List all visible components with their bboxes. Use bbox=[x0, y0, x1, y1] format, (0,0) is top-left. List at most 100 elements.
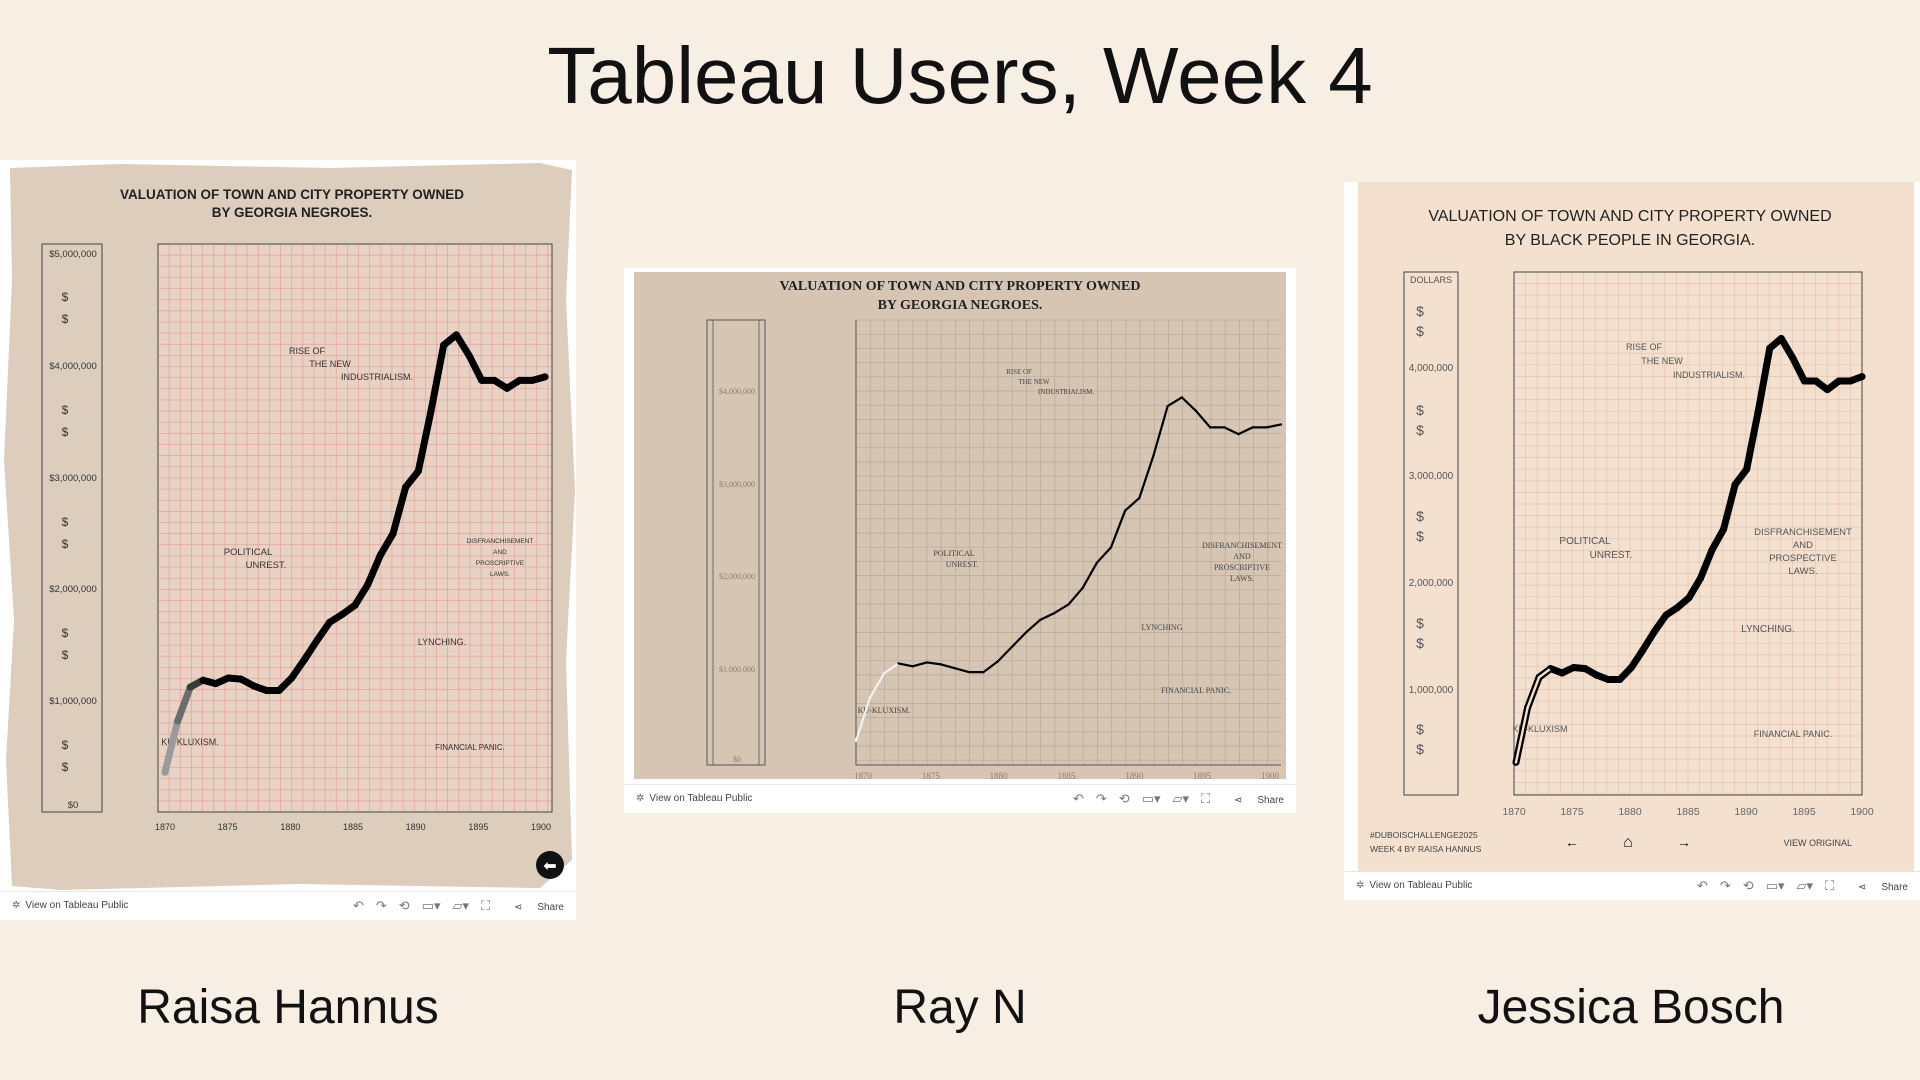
x-tick-label: 1880 bbox=[990, 771, 1009, 781]
annotation-financial-panic: FINANCIAL PANIC. bbox=[1161, 686, 1231, 695]
data-point bbox=[1537, 676, 1541, 679]
plot-border bbox=[157, 243, 553, 813]
data-point bbox=[1010, 645, 1013, 649]
share-button[interactable]: ⋖ Share bbox=[1234, 795, 1284, 806]
view-original-button[interactable]: VIEW ORIGINAL bbox=[1783, 838, 1852, 848]
viz-panel-ray[interactable]: VALUATION OF TOWN AND CITY PROPERTY OWNE… bbox=[624, 268, 1296, 813]
data-point bbox=[440, 341, 448, 349]
redo-icon[interactable]: ↷ bbox=[375, 898, 387, 913]
data-point bbox=[1664, 614, 1668, 617]
series-line-segment bbox=[376, 530, 397, 559]
series-line-segment bbox=[939, 663, 957, 670]
data-point bbox=[465, 351, 473, 359]
annotation-rise: RISE OF bbox=[1626, 342, 1663, 352]
view-on-tableau-link[interactable]: ✲ View on Tableau Public bbox=[636, 793, 753, 804]
data-point bbox=[1584, 667, 1587, 670]
annotation-rise: RISE OF bbox=[289, 346, 326, 356]
viz-panel-jessica[interactable]: VALUATION OF TOWN AND CITY PROPERTY OWNE… bbox=[1344, 182, 1920, 900]
series-line-segment bbox=[465, 351, 486, 384]
data-point bbox=[1733, 483, 1737, 486]
redo-icon[interactable]: ↷ bbox=[1719, 878, 1731, 893]
data-point bbox=[1837, 379, 1841, 383]
undo-icon[interactable]: ↶ bbox=[1696, 878, 1708, 893]
data-point bbox=[1209, 426, 1212, 429]
undo-icon[interactable]: ↶ bbox=[1072, 791, 1084, 806]
page-title: Tableau Users, Week 4 bbox=[547, 31, 1373, 120]
data-point bbox=[1757, 410, 1760, 413]
undo-icon[interactable]: ↶ bbox=[352, 898, 364, 913]
y-tick-label: 2,000,000 bbox=[1409, 578, 1454, 589]
series-line-segment bbox=[1687, 576, 1702, 599]
view-on-tableau-link[interactable]: ✲ View on Tableau Public bbox=[1356, 880, 1473, 891]
data-point bbox=[1024, 631, 1028, 634]
fullscreen-icon[interactable]: ⛶ bbox=[481, 898, 491, 913]
y-minor-label: $ bbox=[62, 537, 69, 551]
data-point bbox=[288, 674, 296, 682]
data-point bbox=[1180, 396, 1183, 399]
data-point bbox=[911, 665, 914, 668]
forward-arrow-icon[interactable]: → bbox=[1677, 834, 1691, 850]
data-point bbox=[237, 675, 245, 683]
data-point bbox=[516, 376, 524, 384]
data-point bbox=[262, 686, 270, 694]
refresh-icon[interactable]: ▭▾ bbox=[421, 898, 441, 913]
data-point bbox=[528, 376, 536, 384]
y-minor-label: $ bbox=[62, 403, 69, 417]
y-minor-label: $ bbox=[1416, 635, 1424, 651]
series-line-segment bbox=[1180, 396, 1198, 413]
data-point bbox=[1653, 630, 1656, 633]
data-point bbox=[996, 660, 999, 663]
share-button[interactable]: ⋖ Share bbox=[1858, 882, 1908, 893]
series-line-segment bbox=[1826, 379, 1841, 391]
data-point bbox=[869, 696, 872, 699]
fullscreen-icon[interactable]: ⛶ bbox=[1825, 878, 1835, 893]
y-axis-box bbox=[706, 319, 766, 766]
refresh-icon[interactable]: ▭▾ bbox=[1765, 878, 1785, 893]
revert-icon[interactable]: ⟲ bbox=[1742, 878, 1754, 893]
download-icon[interactable]: ▱▾ bbox=[1796, 878, 1814, 893]
data-point bbox=[1687, 596, 1691, 599]
y-tick-label: $4,000,000 bbox=[49, 361, 97, 372]
series-line-segment bbox=[1757, 347, 1771, 413]
data-point bbox=[1549, 667, 1552, 670]
home-icon[interactable]: ⌂ bbox=[1623, 834, 1633, 851]
x-tick-label: 1895 bbox=[1792, 806, 1816, 818]
fullscreen-icon[interactable]: ⛶ bbox=[1201, 791, 1211, 806]
view-on-tableau-link[interactable]: ✲ View on Tableau Public bbox=[12, 900, 129, 911]
series-line-segment bbox=[869, 671, 886, 699]
download-icon[interactable]: ▱▾ bbox=[1172, 791, 1190, 806]
y-axis-box bbox=[41, 243, 103, 813]
y-minor-label: $ bbox=[62, 738, 69, 752]
data-point bbox=[402, 483, 410, 491]
data-point bbox=[968, 671, 971, 674]
x-tick-label: 1895 bbox=[468, 822, 488, 832]
share-button[interactable]: ⋖ Share bbox=[514, 902, 564, 913]
viz-panel-raisa[interactable]: VALUATION OF TOWN AND CITY PROPERTY OWNE… bbox=[0, 160, 576, 920]
annotation-lynching: LYNCHING. bbox=[1741, 624, 1795, 635]
download-icon[interactable]: ▱▾ bbox=[452, 898, 470, 913]
series-line-segment bbox=[1630, 648, 1645, 669]
refresh-icon[interactable]: ▭▾ bbox=[1141, 791, 1161, 806]
data-point bbox=[939, 663, 943, 666]
data-point bbox=[212, 680, 220, 688]
back-arrow-icon[interactable]: ← bbox=[1565, 834, 1579, 850]
annotation-disfranchisement: AND bbox=[1233, 552, 1251, 561]
series-line-segment bbox=[1514, 706, 1529, 764]
series-line-segment bbox=[1780, 337, 1794, 360]
annotation-political: POLITICAL bbox=[933, 549, 974, 558]
data-point bbox=[364, 581, 372, 589]
x-tick-label: 1900 bbox=[1261, 771, 1280, 781]
data-point bbox=[541, 373, 549, 381]
annotation-disfranchisement: LAWS. bbox=[490, 571, 510, 578]
annotation-financial-panic: FINANCIAL PANIC. bbox=[435, 743, 505, 752]
series-line-segment bbox=[1849, 375, 1864, 383]
annotation-disfranchisement: AND bbox=[1793, 540, 1813, 551]
data-point bbox=[925, 661, 928, 664]
series-line-segment bbox=[1095, 546, 1113, 564]
revert-icon[interactable]: ⟲ bbox=[398, 898, 410, 913]
y-minor-label: $ bbox=[1416, 528, 1424, 544]
redo-icon[interactable]: ↷ bbox=[1095, 791, 1107, 806]
annotation-disfranchisement: DISFRANCHISEMENT bbox=[467, 538, 534, 545]
y-minor-label: $ bbox=[1416, 721, 1424, 737]
revert-icon[interactable]: ⟲ bbox=[1118, 791, 1130, 806]
